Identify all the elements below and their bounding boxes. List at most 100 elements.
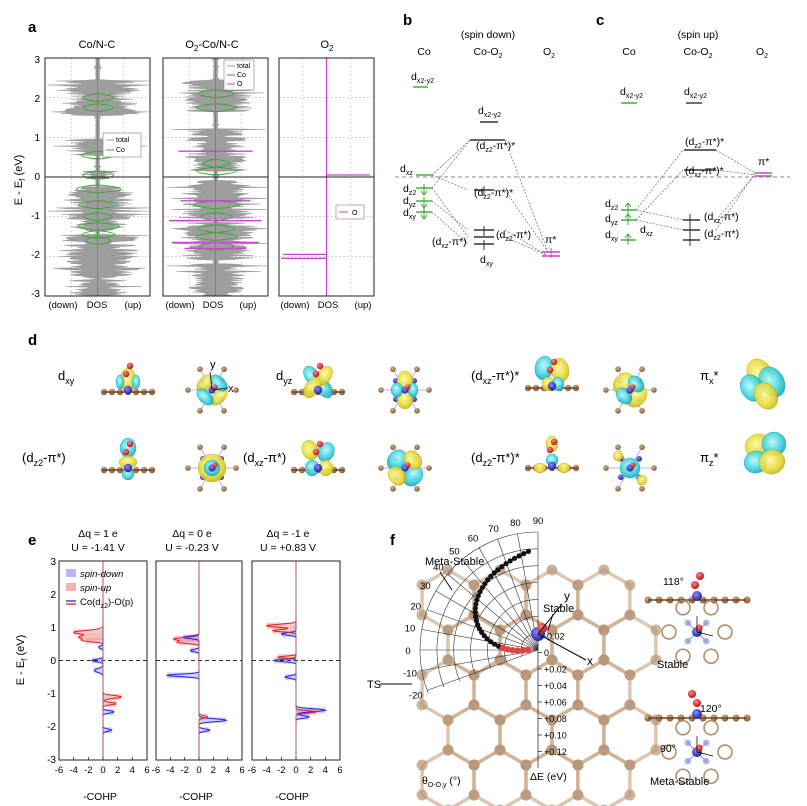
ytick: -1	[47, 689, 56, 700]
orbital-label: (dxz-π*)*	[471, 368, 519, 386]
cobalt-atom	[123, 463, 133, 473]
axis-arrow	[211, 387, 229, 391]
path-point	[507, 558, 513, 564]
xtick: 4	[323, 765, 328, 776]
xtick: 0	[196, 765, 201, 776]
lattice-atom	[416, 669, 428, 681]
inset-angle-118: 118°	[663, 576, 684, 588]
level-label: dx2-y2	[620, 86, 643, 100]
mo-diagram-spin-up	[635, 149, 756, 231]
theta-label: θO-O,y (°)	[422, 775, 461, 789]
level-label: dz2	[605, 198, 618, 212]
oxygen-atom	[312, 448, 320, 456]
dos-co-peak	[81, 230, 98, 240]
oxygen-atom	[695, 624, 703, 632]
panel-d: d dxy dyz (dxz-π*)* πx* (dz2-π*) (dxz-π*…	[22, 332, 787, 492]
polar-spoke	[461, 559, 539, 651]
polar-axis-x: x	[587, 654, 593, 668]
level-label: π*	[758, 156, 769, 168]
cohp-spin-up-fill	[173, 635, 199, 642]
cohp-spin-up-fill	[266, 622, 296, 629]
path-point	[524, 646, 532, 654]
oxygen-atom	[212, 462, 218, 468]
xtick: -6	[248, 765, 256, 776]
path-point	[519, 647, 526, 654]
ytick: -3	[31, 289, 40, 300]
path-point	[473, 614, 479, 620]
lattice-ring	[675, 768, 691, 784]
path-point	[504, 646, 511, 653]
dos-co-peak	[82, 103, 98, 113]
xtick: -6	[55, 765, 63, 776]
cohp-line-down	[166, 561, 228, 760]
lattice-atom	[572, 669, 584, 681]
lattice-ring	[703, 648, 719, 664]
svg-text:O: O	[352, 210, 358, 217]
svg-text:Co: Co	[116, 147, 125, 154]
level-label: dxy	[403, 207, 416, 221]
cohp-spin-up-fill	[73, 629, 103, 636]
level-label: dx2-y2	[684, 86, 707, 100]
lattice-atom	[520, 669, 532, 681]
dos-legend-1: total Co	[102, 132, 142, 158]
dos-title-3: O2	[320, 39, 334, 53]
label-stable: Stable	[543, 603, 574, 615]
angle-tick: 80	[510, 518, 521, 529]
lattice-atom	[442, 654, 454, 666]
xtick: -4	[166, 765, 174, 776]
orbital-label: dyz	[276, 368, 293, 386]
polar-ring	[453, 565, 539, 682]
panel-letter-f: f	[390, 532, 396, 549]
plot-frame	[44, 57, 151, 297]
path-point	[479, 585, 485, 591]
oxygen-atom	[122, 370, 130, 378]
cohp-spin-up-fill	[272, 627, 296, 634]
polar-ring	[436, 548, 539, 688]
lattice-atom	[624, 759, 636, 771]
cohp-spin-down-fill	[98, 644, 103, 651]
dos-co-peak	[84, 235, 98, 245]
lattice-ring	[675, 648, 691, 664]
level-label: dx2-y2	[411, 71, 434, 85]
xtick: 2	[115, 765, 120, 776]
oxygen-atom	[212, 384, 218, 390]
svg-text:Co(dz2)-O(p): Co(dz2)-O(p)	[80, 597, 133, 610]
polar-ring	[419, 531, 539, 694]
svg-text:spin-up: spin-up	[80, 583, 111, 594]
panel-a-ylabel: E - Ef (eV)	[13, 155, 27, 206]
de-tick: +0.12	[544, 747, 567, 757]
cohp-spin-up-fill	[79, 634, 103, 641]
panel-letter-e: e	[28, 532, 36, 549]
path-point	[514, 647, 521, 654]
oxygen-atom	[696, 572, 704, 580]
panel-letter-a: a	[28, 19, 37, 36]
lattice-ring	[661, 744, 677, 760]
axis-arrow	[537, 603, 563, 635]
dos-co-peak	[80, 150, 98, 160]
cohp-spin-up-fill	[85, 637, 103, 644]
cohp-spin-up-fill	[103, 700, 117, 707]
angle-tick: 10	[405, 623, 416, 634]
svg-text:O: O	[237, 81, 243, 88]
level-label: (dz2-π*)	[704, 228, 739, 242]
dos-xlabel: DOS	[203, 300, 224, 311]
path-point	[499, 564, 505, 570]
orbital-lobe	[390, 382, 404, 398]
lattice-atom	[442, 624, 454, 636]
path-point	[475, 593, 481, 599]
lattice-bond	[472, 747, 528, 806]
dos-co-peak	[198, 89, 216, 99]
cohp-dq: Δq = 0 e	[172, 528, 212, 540]
angle-tick: -10	[403, 669, 417, 680]
inset-meta-label: Meta-Stable	[650, 776, 709, 788]
orbital-lobe	[533, 462, 547, 474]
lattice-atom	[598, 744, 610, 756]
path-point	[474, 597, 480, 603]
oxygen-atom	[316, 362, 324, 370]
xtick: -2	[84, 765, 92, 776]
de-tick: +0.06	[544, 698, 567, 708]
level-label: dyz	[403, 195, 416, 209]
lattice-atom	[546, 654, 558, 666]
panel-b-col-coo2: Co-O2	[474, 46, 503, 60]
path-point	[491, 570, 497, 576]
